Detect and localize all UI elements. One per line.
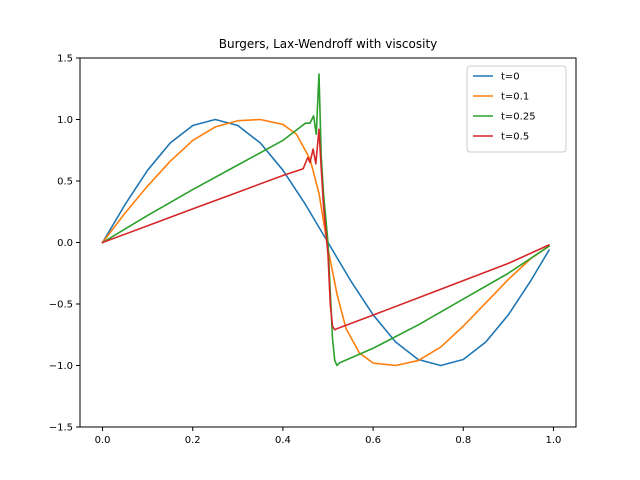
series-line-3	[101, 128, 551, 331]
y-tick-label: 0.5	[57, 177, 73, 188]
plot-area	[101, 73, 551, 367]
y-tick-label: −1.0	[49, 361, 73, 372]
y-tick-label: 1.0	[57, 115, 73, 126]
x-tick-label: 0.2	[185, 435, 201, 446]
legend: t=0 t=0.1 t=0.25 t=0.5	[466, 65, 567, 153]
legend-label-0: t=0	[501, 72, 520, 83]
chart-title: Burgers, Lax-Wendroff with viscosity	[219, 37, 438, 51]
legend-label-2: t=0.25	[501, 112, 536, 123]
x-tick-label: 0.6	[365, 435, 381, 446]
x-tick-label: 0.4	[275, 435, 291, 446]
axes: 0.0 0.2 0.4 0.6 0.8 1.0 −1.5 −1.0 −0.5 0.0 0.5 1.0 1…	[49, 54, 577, 446]
y-tick-label: 1.5	[57, 54, 73, 65]
y-tick-label: −0.5	[49, 300, 73, 311]
legend-label-3: t=0.5	[501, 132, 529, 143]
y-tick-label: −1.5	[49, 423, 73, 434]
x-tick-label: 1.0	[546, 435, 562, 446]
legend-label-1: t=0.1	[501, 92, 529, 103]
y-tick-label: 0.0	[57, 238, 73, 249]
x-tick-label: 0.0	[95, 435, 111, 446]
x-tick-label: 0.8	[455, 435, 471, 446]
legend-box	[466, 65, 567, 153]
